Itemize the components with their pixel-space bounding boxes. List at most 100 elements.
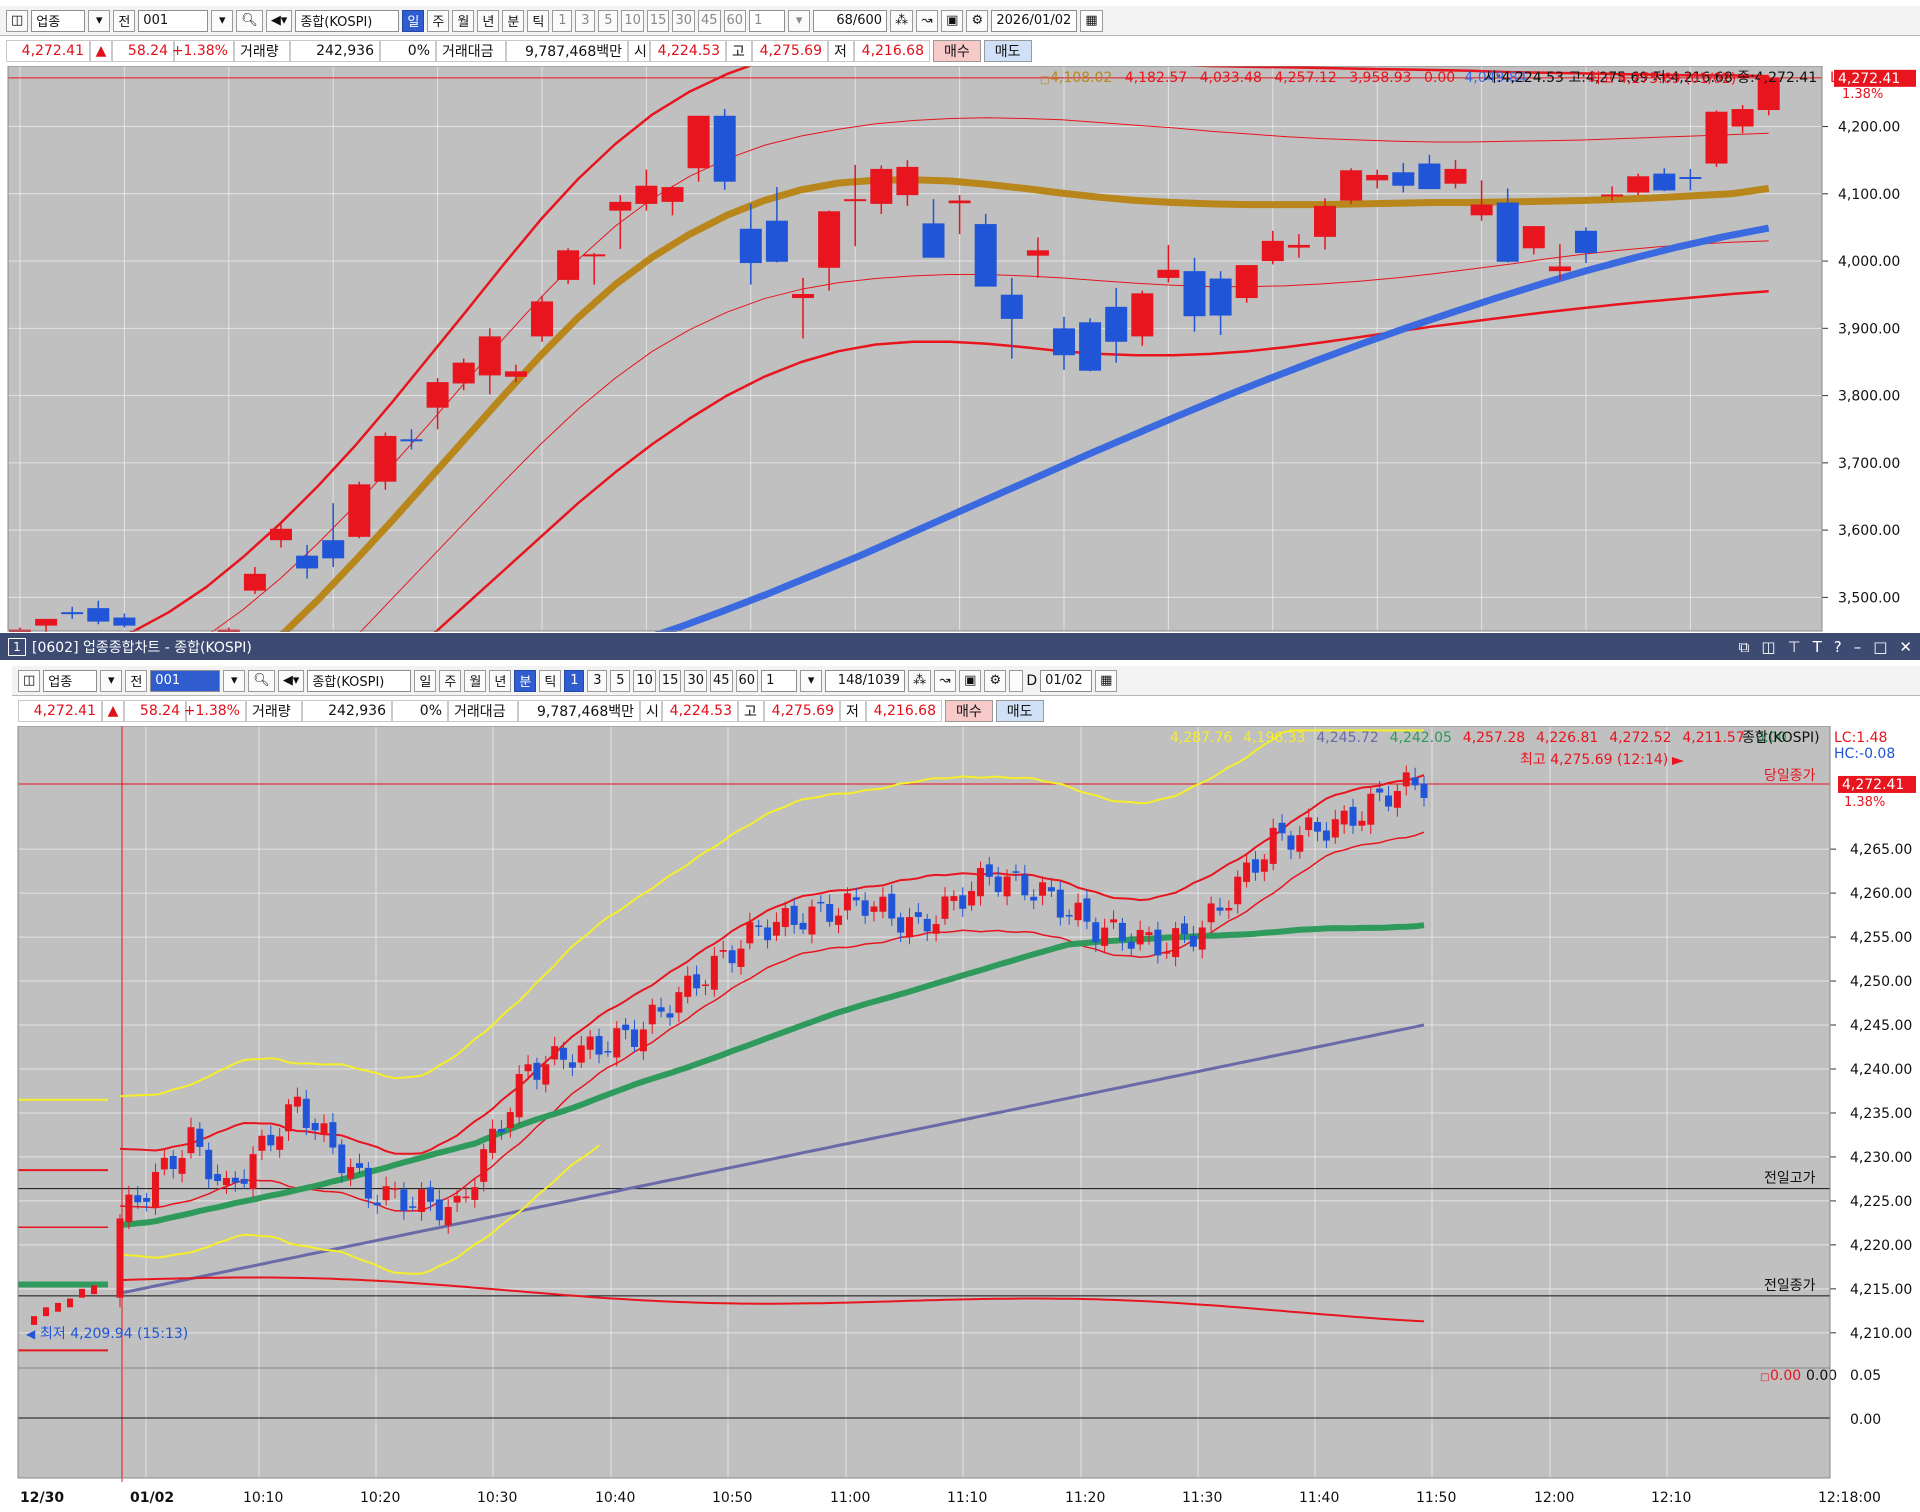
speaker-icon[interactable]: ◀▾	[265, 9, 293, 32]
code-input[interactable]: 001	[138, 9, 209, 32]
pin-icon[interactable]: ⊤	[1787, 637, 1801, 656]
candle-body	[1136, 929, 1144, 945]
indicator-icon[interactable]: ⁂	[908, 669, 932, 692]
prev-button[interactable]: 전	[113, 9, 136, 32]
index-name-field[interactable]: 종합(KOSPI)	[295, 9, 400, 32]
sell-button[interactable]: 매도	[983, 40, 1032, 62]
minimize-icon[interactable]: –	[1853, 637, 1862, 656]
interval-15[interactable]: 15	[658, 669, 682, 692]
speaker-icon[interactable]: ◀▾	[277, 669, 305, 692]
period-tick[interactable]: 틱	[539, 669, 562, 692]
code-input[interactable]: 001	[150, 669, 221, 692]
search-icon[interactable]: 🔍︎	[236, 9, 263, 32]
candle-body	[950, 896, 958, 901]
minute-candle-chart[interactable]: 12/30 01/02 10:10 10:20 10:30 10:40 10:50 11:00…	[12, 726, 1920, 1512]
interval-60[interactable]: 60	[735, 669, 759, 692]
calendar-icon[interactable]: ▦	[1095, 669, 1118, 692]
prev-button[interactable]: 전	[125, 669, 148, 692]
buy-button[interactable]: 매수	[945, 700, 993, 722]
search-icon[interactable]: 🔍︎	[248, 669, 275, 692]
sell-button[interactable]: 매도	[995, 700, 1044, 722]
sell-label: 매도	[994, 44, 1021, 60]
index-name-field[interactable]: 종합(KOSPI)	[307, 669, 412, 692]
candle-body	[1079, 322, 1102, 371]
period-month[interactable]: 월	[464, 669, 487, 692]
save-icon[interactable]: ▣	[959, 669, 982, 692]
range-field[interactable]: 148/1039	[825, 669, 906, 692]
chevron-down-icon[interactable]: ▾	[88, 9, 111, 32]
count-input[interactable]: 1	[749, 9, 786, 32]
count-input[interactable]: 1	[761, 669, 798, 692]
x-tick-label: 11:10	[947, 1490, 987, 1506]
buy-button[interactable]: 매수	[933, 40, 981, 62]
code-value: 001	[143, 13, 169, 28]
candle-body	[666, 1013, 674, 1018]
tile-icon[interactable]: ◫	[1761, 637, 1776, 656]
price-value: 4,272.41	[21, 43, 84, 59]
interval-5[interactable]: 5	[598, 9, 619, 32]
period-tick[interactable]: 틱	[527, 9, 550, 32]
close-icon[interactable]: ✕	[1899, 637, 1912, 656]
draw-icon[interactable]: ↝	[934, 669, 957, 692]
d-checkbox[interactable]	[1009, 669, 1024, 692]
interval-3[interactable]: 3	[587, 669, 608, 692]
interval-30[interactable]: 30	[684, 669, 707, 692]
candle-body	[296, 555, 319, 569]
gear-icon[interactable]: ⚙	[984, 669, 1007, 692]
period-day[interactable]: 일	[402, 9, 425, 32]
buy-label: 매수	[944, 44, 970, 60]
period-month[interactable]: 월	[452, 9, 475, 32]
date-input[interactable]: 2026/01/02	[991, 9, 1078, 32]
chevron-down-icon[interactable]: ▾	[100, 669, 123, 692]
category-select[interactable]: 업종	[31, 9, 86, 32]
interval-15[interactable]: 15	[646, 9, 670, 32]
indicator-icon[interactable]: ⁂	[890, 9, 914, 32]
legend-value: 4,182.57	[1125, 70, 1187, 86]
y-tick-label: 3,800.00	[1838, 389, 1900, 405]
help-icon[interactable]: ?	[1833, 637, 1842, 656]
range-field[interactable]: 68/600	[813, 9, 888, 32]
chevron-down-icon[interactable]: ▾	[800, 669, 823, 692]
candle-body	[134, 1195, 142, 1203]
calendar-icon[interactable]: ▦	[1080, 9, 1103, 32]
chevron-down-icon[interactable]: ▾	[223, 669, 246, 692]
text-icon[interactable]: T	[1812, 637, 1822, 656]
link-icon[interactable]: ⧉	[1738, 637, 1750, 656]
layout-icon[interactable]: ◫	[6, 9, 29, 32]
legend-value: 0.00	[1424, 70, 1455, 86]
candle-body	[781, 908, 789, 928]
interval-30[interactable]: 30	[672, 9, 695, 32]
daily-candle-chart[interactable]: 3,500.00 3,600.00 3,700.00 3,800.00 3,900.00…	[0, 66, 1920, 632]
chevron-down-icon[interactable]: ▾	[211, 9, 234, 32]
period-day[interactable]: 일	[414, 669, 437, 692]
date-input[interactable]: 01/02	[1040, 669, 1093, 692]
period-minute[interactable]: 분	[514, 669, 537, 692]
candle-body	[719, 950, 727, 952]
interval-3[interactable]: 3	[575, 9, 596, 32]
interval-45[interactable]: 45	[697, 9, 721, 32]
interval-60[interactable]: 60	[723, 9, 747, 32]
max-label: 최고 4,275.69 (12:14)	[1520, 752, 1668, 768]
interval-45[interactable]: 45	[709, 669, 733, 692]
category-select[interactable]: 업종	[43, 669, 98, 692]
layout-icon[interactable]: ◫	[18, 669, 41, 692]
period-year[interactable]: 년	[489, 669, 512, 692]
period-week[interactable]: 주	[427, 9, 450, 32]
interval-1[interactable]: 1	[552, 9, 573, 32]
maximize-icon[interactable]: □	[1873, 637, 1888, 656]
gear-icon[interactable]: ⚙	[966, 9, 989, 32]
interval-1[interactable]: 1	[564, 669, 585, 692]
interval-5[interactable]: 5	[610, 669, 631, 692]
draw-icon[interactable]: ↝	[916, 9, 939, 32]
bottom-toolbar: ◫ 업종 ▾ 전 001 ▾ 🔍︎ ◀▾ 종합(KOSPI) 일 주 월 년 분…	[12, 666, 1920, 696]
interval-10[interactable]: 10	[621, 9, 644, 32]
interval-10[interactable]: 10	[633, 669, 656, 692]
period-week[interactable]: 주	[439, 669, 462, 692]
chevron-down-icon[interactable]: ▾	[788, 9, 811, 32]
save-icon[interactable]: ▣	[941, 9, 964, 32]
period-minute[interactable]: 분	[502, 9, 525, 32]
period-year[interactable]: 년	[477, 9, 500, 32]
high-label-text: 고	[744, 704, 757, 720]
candle-body	[1189, 935, 1197, 947]
candle-body	[687, 115, 710, 169]
